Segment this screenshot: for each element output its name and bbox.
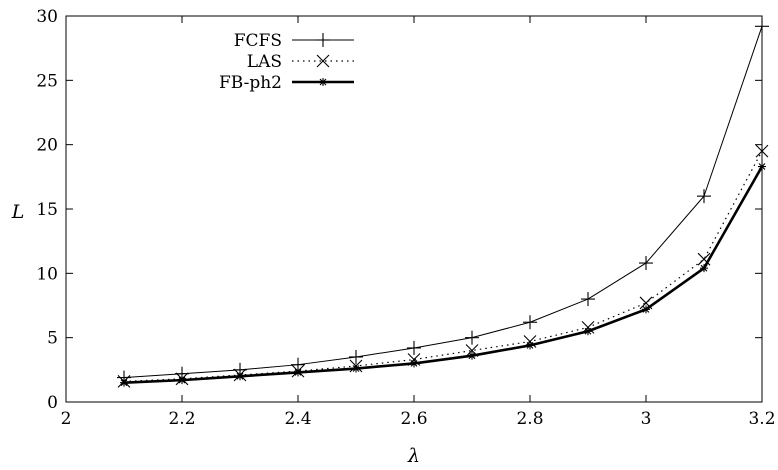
- data-point-fcfs: [639, 256, 653, 271]
- data-point-fb-ph2: [758, 162, 766, 171]
- y-tick-label: 20: [36, 136, 58, 156]
- x-tick-label: 2.2: [168, 409, 195, 429]
- x-tick-label: 3.2: [748, 409, 775, 429]
- data-point-fb-ph2: [468, 351, 476, 360]
- data-point-fb-ph2: [410, 359, 418, 368]
- data-point-fb-ph2: [584, 327, 592, 336]
- y-axis-label: L: [11, 201, 25, 223]
- legend-label: FCFS: [234, 31, 282, 51]
- series-line-las: [123, 150, 763, 383]
- data-point-fb-ph2: [526, 341, 534, 350]
- x-tick-label: 2.6: [400, 409, 427, 429]
- data-point-fb-ph2: [642, 305, 650, 314]
- data-point-fcfs: [349, 349, 363, 364]
- series-layer: [117, 19, 769, 388]
- data-point-fb-ph2: [700, 264, 708, 273]
- data-point-fb-ph2: [352, 364, 360, 373]
- series-fcfs: [117, 19, 769, 385]
- legend-marker: [316, 54, 330, 68]
- legend-label: LAS: [247, 52, 282, 72]
- data-point-las: [755, 144, 769, 158]
- legend-marker: [316, 33, 330, 47]
- data-point-fb-ph2: [178, 376, 186, 385]
- series-line-fcfs: [123, 26, 763, 379]
- data-point-fcfs: [523, 315, 537, 330]
- x-tick-label: 2.4: [284, 409, 311, 429]
- legend-item-las: LAS: [247, 52, 354, 72]
- series-las: [117, 144, 769, 388]
- y-tick-label: 0: [47, 393, 58, 413]
- y-tick-label: 5: [47, 329, 58, 349]
- data-point-fcfs: [581, 292, 595, 307]
- data-point-fcfs: [755, 19, 769, 34]
- data-point-fb-ph2: [294, 368, 302, 377]
- legend-marker: [319, 78, 327, 86]
- legend-label: FB-ph2: [219, 73, 282, 93]
- x-axis-ticks: 2 2.2 2.4 2.6 2.8 3 3.2: [61, 16, 776, 429]
- data-point-fcfs: [465, 330, 479, 345]
- x-tick-label: 2.8: [516, 409, 543, 429]
- data-point-fb-ph2: [120, 378, 128, 387]
- legend-item-fb-ph2: FB-ph2: [219, 73, 354, 93]
- x-tick-label: 3: [641, 409, 652, 429]
- series-line-fb-ph2: [123, 165, 764, 384]
- legend-item-fcfs: FCFS: [234, 31, 354, 51]
- x-tick-label: 2: [61, 409, 72, 429]
- y-axis-ticks: 0 5 10 15 20 25 30: [36, 7, 762, 413]
- data-point-fcfs: [697, 189, 711, 204]
- y-tick-label: 30: [36, 7, 58, 27]
- data-point-fb-ph2: [236, 372, 244, 381]
- series-fb-ph2: [120, 162, 766, 387]
- data-point-fcfs: [407, 340, 421, 355]
- y-tick-label: 15: [36, 200, 58, 220]
- x-axis-label: λ: [407, 445, 420, 467]
- y-tick-label: 10: [36, 264, 58, 284]
- y-tick-label: 25: [36, 71, 58, 91]
